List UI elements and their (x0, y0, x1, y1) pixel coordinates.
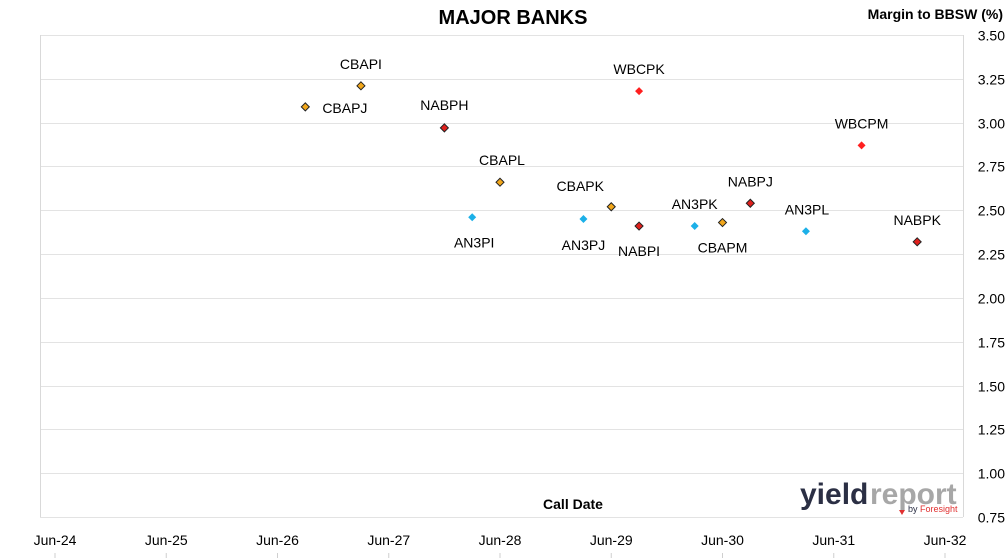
y-tick-label: 3.25 (978, 72, 1005, 88)
x-tick-label: Jun-25 (145, 532, 188, 548)
point-label-cbapl: CBAPL (479, 152, 525, 168)
data-points: CBAPI CBAPJ NABPH CBAPL AN3PI CBAPK AN3PJ WBCPK… (300, 56, 942, 259)
y-tick-label: 2.00 (978, 291, 1005, 307)
y-tick-label: 2.25 (978, 247, 1005, 263)
x-tick-label: Jun-30 (701, 532, 744, 548)
y-tick-label: 1.00 (978, 466, 1005, 482)
data-point-cbapi (356, 81, 366, 91)
y-tick-label: 1.50 (978, 379, 1005, 395)
point-label-cbapm: CBAPM (698, 240, 748, 256)
data-point-nabpj (745, 198, 756, 208)
point-label-nabpi: NABPI (618, 243, 660, 259)
point-label-cbapj: CBAPJ (322, 100, 367, 116)
data-point-cbapm (717, 217, 728, 228)
data-point-an3pj (579, 215, 588, 224)
point-label-cbapk: CBAPK (557, 178, 605, 194)
y-tick-label: 2.75 (978, 159, 1005, 175)
data-point-nabpk (912, 237, 922, 247)
y-tick-label: 1.25 (978, 422, 1005, 438)
x-tick-label: Jun-28 (479, 532, 522, 548)
chart-title: MAJOR BANKS (439, 7, 588, 29)
data-point-an3pl (801, 227, 810, 236)
y-axis-label: Margin to BBSW (%) (868, 6, 1003, 22)
logo-text-by: by (908, 504, 918, 514)
logo-triangle-icon (899, 510, 905, 515)
data-point-nabpi (634, 221, 644, 231)
x-tick-label: Jun-29 (590, 532, 633, 548)
y-tick-label: 1.75 (978, 335, 1005, 351)
logo-text-report: report (870, 478, 957, 511)
y-tick-labels: 0.75 1.00 1.25 1.50 1.75 2.00 2.25 2.50 2.75 3.00… (978, 28, 1005, 526)
data-point-an3pi (468, 213, 477, 222)
gridlines (40, 35, 963, 518)
x-tick-label: Jun-32 (924, 532, 967, 548)
logo-text-yield: yield (800, 478, 868, 511)
point-label-cbapi: CBAPI (340, 56, 382, 72)
x-tick-label: Jun-27 (367, 532, 410, 548)
data-point-cbapk (606, 202, 616, 212)
data-point-nabph (439, 123, 450, 133)
y-tick-label: 3.00 (978, 116, 1005, 132)
point-label-nabpj: NABPJ (728, 173, 773, 189)
point-label-wbcpm: WBCPM (835, 115, 889, 131)
point-label-an3pi: AN3PI (454, 234, 494, 250)
point-label-nabpk: NABPK (893, 212, 941, 228)
yieldreport-logo: yield report by Foresight (800, 478, 958, 515)
data-point-wbcpm (857, 141, 866, 150)
logo-text-foresight: Foresight (920, 504, 958, 514)
x-tick-label: Jun-24 (34, 532, 77, 548)
data-point-wbcpk (635, 87, 644, 96)
y-tick-label: 2.50 (978, 203, 1005, 219)
x-tick-label: Jun-26 (256, 532, 299, 548)
x-tick-labels: Jun-24 Jun-25 Jun-26 Jun-27 Jun-28 Jun-29 Jun-… (34, 532, 967, 558)
data-point-cbapj (300, 102, 311, 112)
point-label-an3pk: AN3PK (672, 196, 719, 212)
x-tick-label: Jun-31 (812, 532, 855, 548)
point-label-nabph: NABPH (420, 97, 468, 113)
y-tick-label: 0.75 (978, 510, 1005, 526)
data-point-cbapl (495, 177, 505, 187)
data-point-an3pk (690, 222, 699, 231)
point-label-an3pl: AN3PL (785, 201, 830, 217)
point-label-wbcpk: WBCPK (613, 61, 665, 77)
point-label-an3pj: AN3PJ (562, 237, 606, 253)
y-tick-label: 3.50 (978, 28, 1005, 44)
x-axis-label: Call Date (543, 496, 603, 512)
